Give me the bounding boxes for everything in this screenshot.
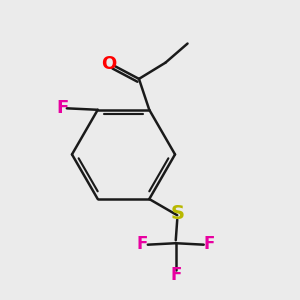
Text: F: F	[170, 266, 182, 284]
Text: F: F	[56, 99, 68, 117]
Text: F: F	[137, 235, 148, 253]
Text: O: O	[101, 55, 116, 73]
Text: F: F	[203, 235, 215, 253]
Text: S: S	[170, 204, 184, 223]
